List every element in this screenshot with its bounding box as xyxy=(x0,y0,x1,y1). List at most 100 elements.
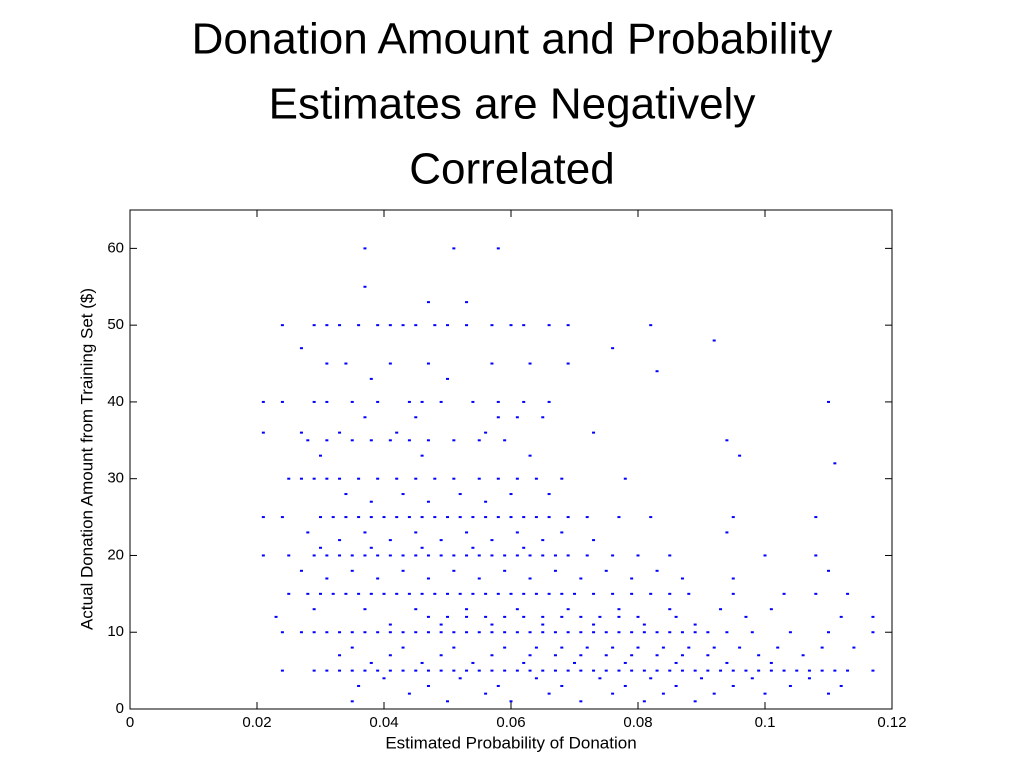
point xyxy=(788,631,792,634)
point xyxy=(420,400,424,403)
point xyxy=(776,646,780,649)
x-tick-label: 0.02 xyxy=(242,714,271,731)
point xyxy=(477,439,481,442)
point xyxy=(725,531,729,534)
point xyxy=(344,516,348,519)
point xyxy=(541,669,545,672)
point xyxy=(522,400,526,403)
point xyxy=(522,516,526,519)
point xyxy=(452,554,456,557)
point xyxy=(426,554,430,557)
point xyxy=(363,247,367,250)
point xyxy=(325,669,329,672)
point xyxy=(363,631,367,634)
point xyxy=(693,669,697,672)
point xyxy=(350,439,354,442)
point xyxy=(274,615,278,618)
point xyxy=(299,477,303,480)
point xyxy=(350,646,354,649)
point xyxy=(503,631,507,634)
point xyxy=(319,592,322,595)
point xyxy=(439,654,443,657)
point xyxy=(839,684,843,687)
point xyxy=(338,554,342,557)
point xyxy=(560,615,564,618)
point xyxy=(414,324,418,327)
point xyxy=(452,247,456,250)
point xyxy=(528,654,532,657)
point xyxy=(763,554,767,557)
y-tick-label: 50 xyxy=(107,316,124,333)
point xyxy=(382,592,386,595)
point xyxy=(807,677,811,680)
point xyxy=(452,569,456,572)
point xyxy=(680,669,684,672)
x-tick-label: 0.1 xyxy=(755,714,776,731)
point xyxy=(388,362,392,365)
point xyxy=(515,416,519,419)
point xyxy=(414,477,418,480)
point xyxy=(446,516,449,519)
point xyxy=(750,631,754,634)
point xyxy=(553,631,557,634)
point xyxy=(655,654,659,657)
point xyxy=(426,439,430,442)
point xyxy=(515,531,519,534)
point xyxy=(388,554,392,557)
point xyxy=(630,592,634,595)
point xyxy=(344,493,348,496)
point xyxy=(319,546,322,549)
point xyxy=(261,431,265,434)
point xyxy=(344,362,348,365)
point xyxy=(280,324,284,327)
point xyxy=(325,362,329,365)
point xyxy=(350,669,354,672)
point xyxy=(655,569,659,572)
point xyxy=(338,669,342,672)
point xyxy=(369,516,373,519)
point xyxy=(680,631,684,634)
point xyxy=(369,500,373,503)
point xyxy=(617,516,621,519)
point xyxy=(668,631,672,634)
point xyxy=(465,669,469,672)
point xyxy=(579,700,583,703)
point xyxy=(458,493,462,496)
point xyxy=(261,400,265,403)
y-tick-label: 60 xyxy=(107,239,124,256)
y-tick-label: 20 xyxy=(107,546,124,563)
point xyxy=(426,500,430,503)
point xyxy=(534,592,538,595)
point xyxy=(592,592,596,595)
point xyxy=(522,546,526,549)
point xyxy=(350,700,354,703)
point xyxy=(306,439,310,442)
point xyxy=(547,493,551,496)
point xyxy=(465,301,469,304)
point xyxy=(490,539,494,542)
point xyxy=(744,615,748,618)
point xyxy=(560,477,564,480)
point xyxy=(674,661,678,664)
point xyxy=(604,669,608,672)
point xyxy=(357,516,361,519)
point xyxy=(706,631,710,634)
point xyxy=(541,623,545,626)
point xyxy=(731,592,735,595)
point xyxy=(579,654,583,657)
point xyxy=(680,577,684,580)
point xyxy=(604,631,608,634)
point xyxy=(338,631,342,634)
point xyxy=(446,592,449,595)
point xyxy=(769,661,773,664)
point xyxy=(471,661,475,664)
point xyxy=(611,554,615,557)
point xyxy=(503,439,507,442)
point xyxy=(534,646,538,649)
point xyxy=(579,669,583,672)
point xyxy=(820,646,824,649)
point xyxy=(503,669,507,672)
point xyxy=(401,324,405,327)
point xyxy=(363,554,367,557)
